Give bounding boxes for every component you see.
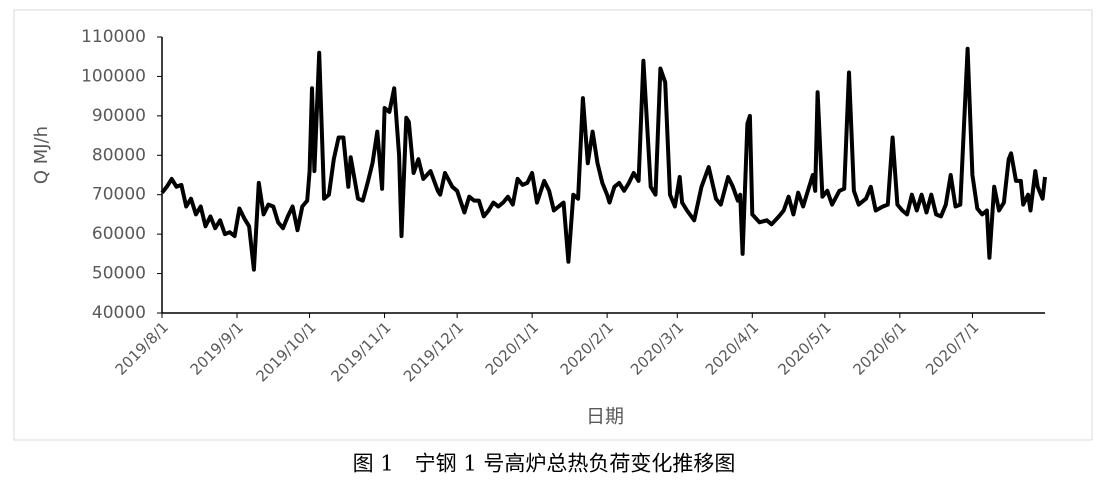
y-tick-label: 100000 [81,66,146,86]
y-tick-label: 50000 [92,264,146,284]
chart-frame [13,9,1093,441]
y-tick-label: 40000 [92,303,146,323]
caption: 图 1 宁钢 1 号高炉总热负荷变化推移图 [353,452,736,476]
y-tick-label: 110000 [81,27,146,47]
y-axis-label: Q MJ/h [31,126,52,184]
x-axis-label: 日期 [586,406,624,428]
y-tick-label: 60000 [92,224,146,244]
y-tick-label: 90000 [92,106,146,126]
y-tick-label: 80000 [92,145,146,165]
data-line [160,46,1047,272]
y-tick-label: 70000 [92,185,146,205]
